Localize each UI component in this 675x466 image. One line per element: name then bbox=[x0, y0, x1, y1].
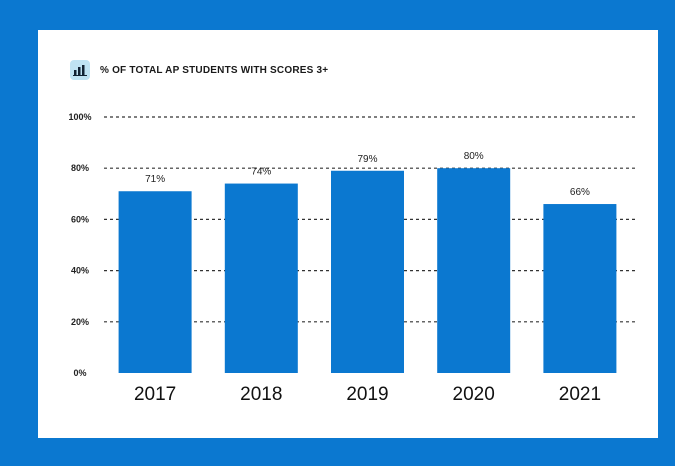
x-tick-label: 2020 bbox=[453, 384, 495, 405]
bar bbox=[437, 168, 511, 373]
y-tick-label: 100% bbox=[68, 112, 91, 122]
data-label: 71% bbox=[145, 174, 165, 185]
y-tick-label: 40% bbox=[71, 266, 89, 276]
bar bbox=[118, 191, 192, 373]
bar bbox=[331, 170, 404, 373]
y-tick-label: 0% bbox=[73, 368, 86, 378]
y-tick-label: 80% bbox=[71, 163, 89, 173]
data-label: 66% bbox=[570, 187, 590, 198]
x-tick-label: 2019 bbox=[346, 384, 388, 405]
x-tick-label: 2018 bbox=[240, 384, 282, 405]
data-label: 74% bbox=[251, 167, 271, 178]
data-label: 79% bbox=[357, 154, 377, 165]
bar-chart-icon bbox=[70, 60, 90, 80]
bar bbox=[543, 204, 617, 373]
chart-header: % OF TOTAL AP STUDENTS WITH SCORES 3+ bbox=[70, 60, 328, 80]
bar bbox=[224, 183, 298, 373]
x-tick-label: 2021 bbox=[559, 384, 601, 405]
x-tick-label: 2017 bbox=[134, 384, 176, 405]
y-tick-label: 60% bbox=[71, 214, 89, 224]
data-label: 80% bbox=[464, 151, 484, 162]
chart-title: % OF TOTAL AP STUDENTS WITH SCORES 3+ bbox=[100, 64, 329, 76]
y-tick-label: 20% bbox=[71, 317, 89, 327]
